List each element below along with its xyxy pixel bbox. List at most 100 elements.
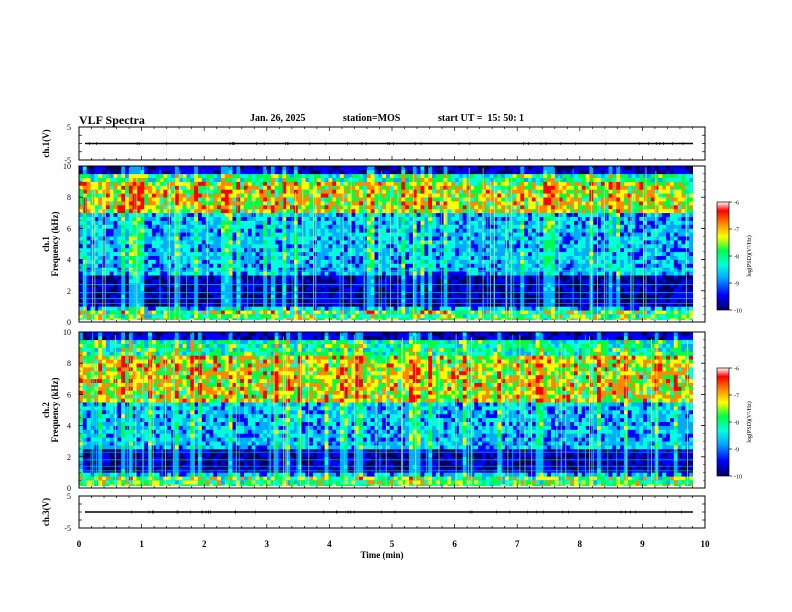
- spectrogram-cell: [359, 247, 364, 253]
- spectrogram-cell: [424, 259, 429, 264]
- spectrogram-cell: [194, 181, 199, 186]
- spectrogram-cell: [382, 236, 387, 241]
- spectrogram-cell: [255, 236, 260, 241]
- spectrogram-cell: [489, 251, 494, 256]
- spectrogram-cell: [309, 298, 314, 303]
- spectrogram-cell: [332, 275, 337, 280]
- spectrogram-cell: [443, 197, 448, 202]
- spectrogram-cell: [324, 247, 329, 253]
- spectrogram-cell: [217, 201, 222, 206]
- spectrogram-cell: [359, 181, 364, 186]
- spectrogram-cell: [290, 169, 295, 175]
- spectrogram-cell: [401, 251, 406, 256]
- spectrogram-cell: [424, 286, 429, 292]
- spectrogram-cell: [148, 197, 153, 202]
- spectrogram-cell: [282, 263, 287, 268]
- spectrogram-cell: [247, 208, 252, 214]
- spectrogram-cell: [267, 189, 272, 194]
- spectrogram-cell: [297, 247, 302, 253]
- spectrogram-cell: [224, 212, 229, 217]
- spectrogram-cell: [259, 185, 264, 190]
- spectrogram-cell: [217, 240, 222, 245]
- spectrogram-cell: [174, 208, 180, 214]
- spectrogram-cell: [466, 173, 471, 178]
- spectrogram-cell: [470, 318, 475, 320]
- spectrogram-cell: [274, 205, 279, 210]
- spectrogram-cell: [443, 216, 448, 221]
- spectrogram-cell: [82, 201, 87, 206]
- spectrogram-cell: [197, 201, 203, 206]
- spectrogram-cell: [197, 189, 203, 194]
- spectrogram-cell: [428, 294, 433, 299]
- spectrogram-cell: [194, 205, 199, 210]
- spectrogram-cell: [117, 275, 122, 280]
- spectrogram-cell: [305, 197, 310, 202]
- spectrogram-cell: [366, 212, 371, 217]
- spectrogram-cell: [339, 259, 345, 264]
- spectrogram-cell: [405, 232, 410, 237]
- spectrogram-cell: [428, 216, 433, 221]
- spectrogram-cell: [466, 247, 471, 253]
- spectrogram-cell: [416, 224, 421, 229]
- spectrogram-cell: [516, 169, 521, 175]
- spectrogram-cell: [389, 228, 394, 233]
- spectrogram-cell: [213, 306, 218, 311]
- spectrogram-cell: [125, 185, 130, 190]
- spectrogram-cell: [82, 189, 87, 194]
- spectrogram-cell: [197, 302, 203, 307]
- spectrogram-cell: [409, 216, 414, 221]
- spectrogram-cell: [474, 185, 479, 190]
- spectrogram-cell: [512, 212, 517, 217]
- spectrogram-cell: [255, 271, 260, 276]
- spectrogram-cell: [86, 224, 91, 229]
- spectrogram-cell: [274, 201, 279, 206]
- spectrogram-cell: [478, 290, 483, 295]
- spectrogram-cell: [197, 314, 203, 319]
- spectrogram-cell: [328, 236, 333, 241]
- spectrogram-cell: [79, 294, 84, 299]
- spectrogram-cell: [286, 275, 291, 280]
- spectrogram-cell: [547, 181, 552, 186]
- spectrogram-cell: [109, 255, 114, 260]
- spectrogram-cell: [320, 193, 325, 198]
- spectrogram-cell: [416, 259, 421, 264]
- spectrogram-cell: [443, 302, 448, 307]
- spectrogram-cell: [213, 212, 218, 217]
- spectrogram-cell: [79, 310, 84, 315]
- spectrogram-cell: [236, 259, 241, 264]
- spectrogram-cell: [543, 197, 548, 202]
- spectrogram-cell: [428, 177, 433, 182]
- spectrogram-cell: [205, 259, 210, 264]
- spectrogram-cell: [520, 232, 525, 237]
- spectrogram-cell: [382, 189, 387, 194]
- spectrogram-cell: [232, 314, 237, 319]
- spectrogram-cell: [128, 314, 134, 319]
- spectrogram-cell: [213, 279, 218, 284]
- spectrogram-cell: [151, 283, 157, 288]
- spectrogram-cell: [481, 193, 487, 198]
- spectrogram-cell: [121, 286, 126, 292]
- spectrogram-cell: [102, 189, 107, 194]
- spectrogram-cell: [313, 310, 318, 315]
- spectrogram-cell: [547, 314, 552, 319]
- spectrogram-cell: [178, 306, 183, 311]
- spectrogram-cell: [305, 306, 310, 311]
- spectrogram-cell: [405, 193, 410, 198]
- spectrogram-cell: [447, 294, 452, 299]
- spectrogram-cell: [351, 232, 356, 237]
- spectrogram-cell: [347, 240, 352, 245]
- spectrogram-cell: [209, 228, 214, 233]
- spectrogram-cell: [278, 271, 283, 276]
- spectrogram-cell: [374, 173, 379, 178]
- spectrogram-cell: [113, 263, 118, 268]
- spectrogram-cell: [508, 166, 513, 171]
- spectrogram-cell: [247, 298, 252, 303]
- spectrogram-cell: [432, 306, 437, 311]
- spectrogram-cell: [458, 247, 464, 253]
- spectrogram-cell: [144, 220, 149, 225]
- spectrogram-cell: [209, 271, 214, 276]
- spectrogram-cell: [286, 283, 291, 288]
- spectrogram-cell: [420, 216, 425, 221]
- spectrogram-cell: [159, 166, 164, 171]
- spectrogram-cell: [278, 267, 283, 272]
